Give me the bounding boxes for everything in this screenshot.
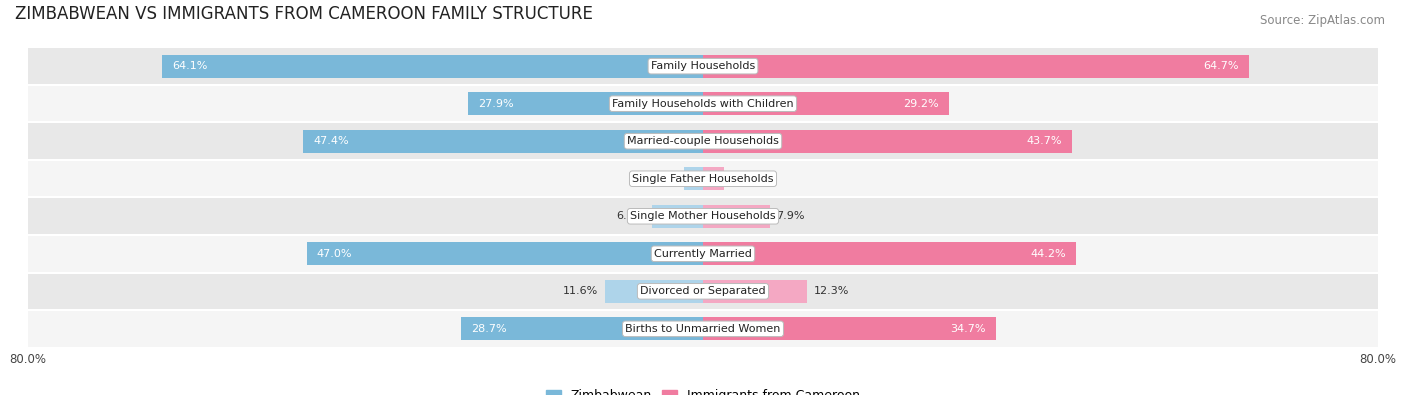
Bar xyxy=(28,198,1378,235)
Text: 29.2%: 29.2% xyxy=(904,99,939,109)
Bar xyxy=(651,205,703,228)
Bar xyxy=(605,280,703,303)
Text: Divorced or Separated: Divorced or Separated xyxy=(640,286,766,296)
Text: Family Households with Children: Family Households with Children xyxy=(612,99,794,109)
Bar xyxy=(703,280,807,303)
Text: 47.0%: 47.0% xyxy=(316,249,352,259)
Text: Currently Married: Currently Married xyxy=(654,249,752,259)
Text: 2.5%: 2.5% xyxy=(731,174,759,184)
Bar xyxy=(307,242,703,265)
Bar xyxy=(703,130,1071,153)
Text: 44.2%: 44.2% xyxy=(1031,249,1066,259)
Text: 64.7%: 64.7% xyxy=(1204,61,1239,71)
Text: 64.1%: 64.1% xyxy=(173,61,208,71)
Bar xyxy=(28,160,1378,198)
Text: 6.1%: 6.1% xyxy=(617,211,645,221)
Text: Single Mother Households: Single Mother Households xyxy=(630,211,776,221)
Bar xyxy=(304,130,703,153)
Text: 12.3%: 12.3% xyxy=(814,286,849,296)
Legend: Zimbabwean, Immigrants from Cameroon: Zimbabwean, Immigrants from Cameroon xyxy=(541,384,865,395)
Bar xyxy=(28,273,1378,310)
Bar xyxy=(703,205,769,228)
Bar xyxy=(468,92,703,115)
Text: 27.9%: 27.9% xyxy=(478,99,513,109)
Text: Single Father Households: Single Father Households xyxy=(633,174,773,184)
Bar xyxy=(28,122,1378,160)
Bar xyxy=(28,235,1378,273)
Bar xyxy=(461,317,703,340)
Text: Family Households: Family Households xyxy=(651,61,755,71)
Text: 43.7%: 43.7% xyxy=(1026,136,1062,146)
Text: Source: ZipAtlas.com: Source: ZipAtlas.com xyxy=(1260,14,1385,27)
Bar xyxy=(685,167,703,190)
Bar xyxy=(703,317,995,340)
Text: Married-couple Households: Married-couple Households xyxy=(627,136,779,146)
Text: 2.2%: 2.2% xyxy=(650,174,678,184)
Bar xyxy=(28,85,1378,122)
Bar xyxy=(28,47,1378,85)
Bar xyxy=(703,55,1249,78)
Bar xyxy=(703,167,724,190)
Bar xyxy=(162,55,703,78)
Bar xyxy=(703,92,949,115)
Text: Births to Unmarried Women: Births to Unmarried Women xyxy=(626,324,780,334)
Text: 11.6%: 11.6% xyxy=(564,286,599,296)
Bar xyxy=(28,310,1378,348)
Text: 7.9%: 7.9% xyxy=(776,211,804,221)
Text: 34.7%: 34.7% xyxy=(950,324,986,334)
Bar xyxy=(703,242,1076,265)
Text: 47.4%: 47.4% xyxy=(314,136,349,146)
Text: ZIMBABWEAN VS IMMIGRANTS FROM CAMEROON FAMILY STRUCTURE: ZIMBABWEAN VS IMMIGRANTS FROM CAMEROON F… xyxy=(14,6,592,23)
Text: 28.7%: 28.7% xyxy=(471,324,506,334)
